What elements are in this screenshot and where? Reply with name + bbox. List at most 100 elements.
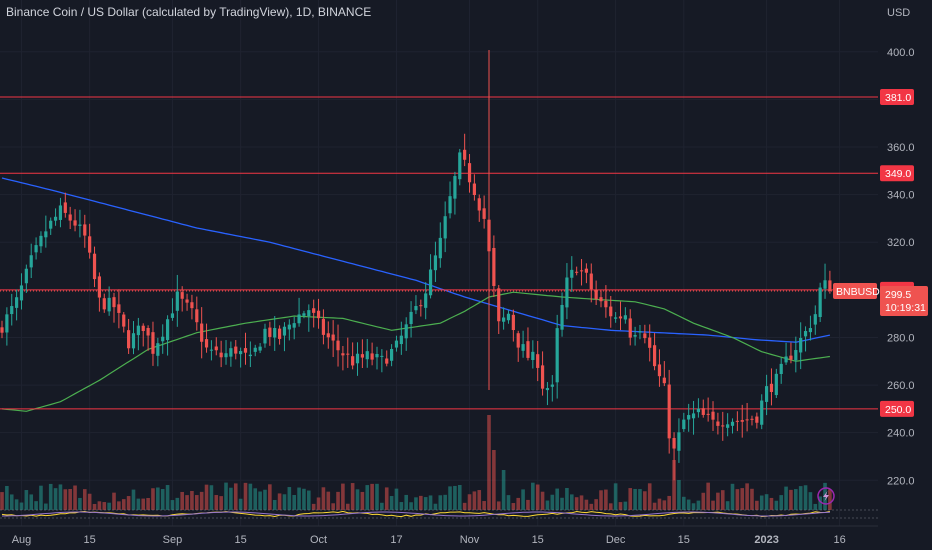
candle[interactable] <box>638 324 642 340</box>
candle[interactable] <box>292 316 296 340</box>
candle[interactable] <box>409 301 413 338</box>
candle[interactable] <box>185 293 189 311</box>
candle[interactable] <box>774 368 778 398</box>
candle[interactable] <box>73 209 77 232</box>
candle[interactable] <box>316 298 321 329</box>
candle[interactable] <box>511 309 515 342</box>
candle[interactable] <box>575 266 579 276</box>
candle[interactable] <box>331 320 335 358</box>
candle[interactable] <box>526 327 530 361</box>
candle[interactable] <box>10 293 14 326</box>
candle[interactable] <box>696 398 701 418</box>
candle[interactable] <box>657 349 662 387</box>
candle[interactable] <box>146 325 150 351</box>
candle[interactable] <box>34 237 38 260</box>
candle[interactable] <box>570 256 574 292</box>
candle[interactable] <box>453 171 457 215</box>
candle[interactable] <box>477 194 481 222</box>
candle[interactable] <box>750 415 754 426</box>
candle[interactable] <box>716 412 720 435</box>
candle[interactable] <box>594 280 598 306</box>
candle[interactable] <box>380 349 384 373</box>
candle[interactable] <box>648 324 652 362</box>
candle[interactable] <box>818 282 822 323</box>
candle[interactable] <box>5 307 9 346</box>
candle[interactable] <box>68 206 72 230</box>
candle[interactable] <box>175 274 179 327</box>
candle[interactable] <box>740 404 744 438</box>
candle[interactable] <box>78 209 82 238</box>
candle[interactable] <box>161 324 165 354</box>
candle[interactable] <box>394 335 399 352</box>
candle[interactable] <box>19 273 24 310</box>
candle[interactable] <box>365 338 369 368</box>
candle[interactable] <box>282 322 287 352</box>
candle[interactable] <box>385 350 389 367</box>
candle[interactable] <box>531 340 535 369</box>
lightning-icon[interactable] <box>817 487 835 505</box>
candle[interactable] <box>667 369 671 454</box>
candle[interactable] <box>253 344 257 357</box>
candle[interactable] <box>735 411 739 432</box>
candle[interactable] <box>828 270 832 294</box>
candle[interactable] <box>769 368 774 406</box>
candle[interactable] <box>433 241 438 282</box>
candle[interactable] <box>88 223 92 259</box>
candle[interactable] <box>326 321 330 349</box>
candle[interactable] <box>321 309 326 345</box>
candle[interactable] <box>604 285 608 318</box>
candle[interactable] <box>726 413 730 437</box>
candle[interactable] <box>53 208 58 226</box>
candle[interactable] <box>63 192 67 218</box>
candle[interactable] <box>438 222 442 268</box>
price-axis-panel[interactable] <box>878 0 932 550</box>
candle[interactable] <box>341 345 345 371</box>
candle[interactable] <box>560 292 564 337</box>
candle[interactable] <box>200 307 204 359</box>
candle[interactable] <box>803 326 808 352</box>
candle[interactable] <box>156 337 160 367</box>
candle[interactable] <box>248 341 252 368</box>
candle[interactable] <box>784 342 788 365</box>
candle[interactable] <box>302 310 306 319</box>
candle[interactable] <box>122 312 126 333</box>
candle[interactable] <box>721 411 725 441</box>
candle[interactable] <box>662 361 666 387</box>
candle[interactable] <box>823 263 827 299</box>
candle[interactable] <box>375 346 379 370</box>
candle[interactable] <box>414 295 418 315</box>
candle[interactable] <box>555 314 559 399</box>
candle[interactable] <box>214 337 218 356</box>
candle[interactable] <box>97 272 101 312</box>
candle[interactable] <box>609 295 613 328</box>
candle[interactable] <box>131 321 136 355</box>
candle[interactable] <box>360 339 364 369</box>
candle[interactable] <box>297 297 301 327</box>
candle[interactable] <box>209 340 214 361</box>
candle[interactable] <box>234 340 238 360</box>
candle[interactable] <box>813 305 817 335</box>
candle[interactable] <box>589 263 593 303</box>
candle[interactable] <box>633 326 637 346</box>
candle[interactable] <box>268 321 272 346</box>
candle[interactable] <box>263 323 267 348</box>
candle[interactable] <box>536 341 540 382</box>
candle[interactable] <box>239 347 243 368</box>
candle[interactable] <box>117 289 121 329</box>
candle[interactable] <box>521 330 525 358</box>
candle[interactable] <box>730 418 735 434</box>
candle[interactable] <box>472 174 476 201</box>
candle[interactable] <box>599 290 603 308</box>
candle[interactable] <box>190 294 194 320</box>
candle[interactable] <box>443 201 447 253</box>
candle[interactable] <box>711 401 715 431</box>
candle[interactable] <box>224 340 228 365</box>
candle[interactable] <box>355 342 360 376</box>
candle[interactable] <box>428 254 433 299</box>
candle[interactable] <box>243 332 248 365</box>
candle[interactable] <box>545 382 550 406</box>
candle[interactable] <box>346 337 350 368</box>
candle[interactable] <box>112 292 116 323</box>
candle[interactable] <box>482 195 486 229</box>
